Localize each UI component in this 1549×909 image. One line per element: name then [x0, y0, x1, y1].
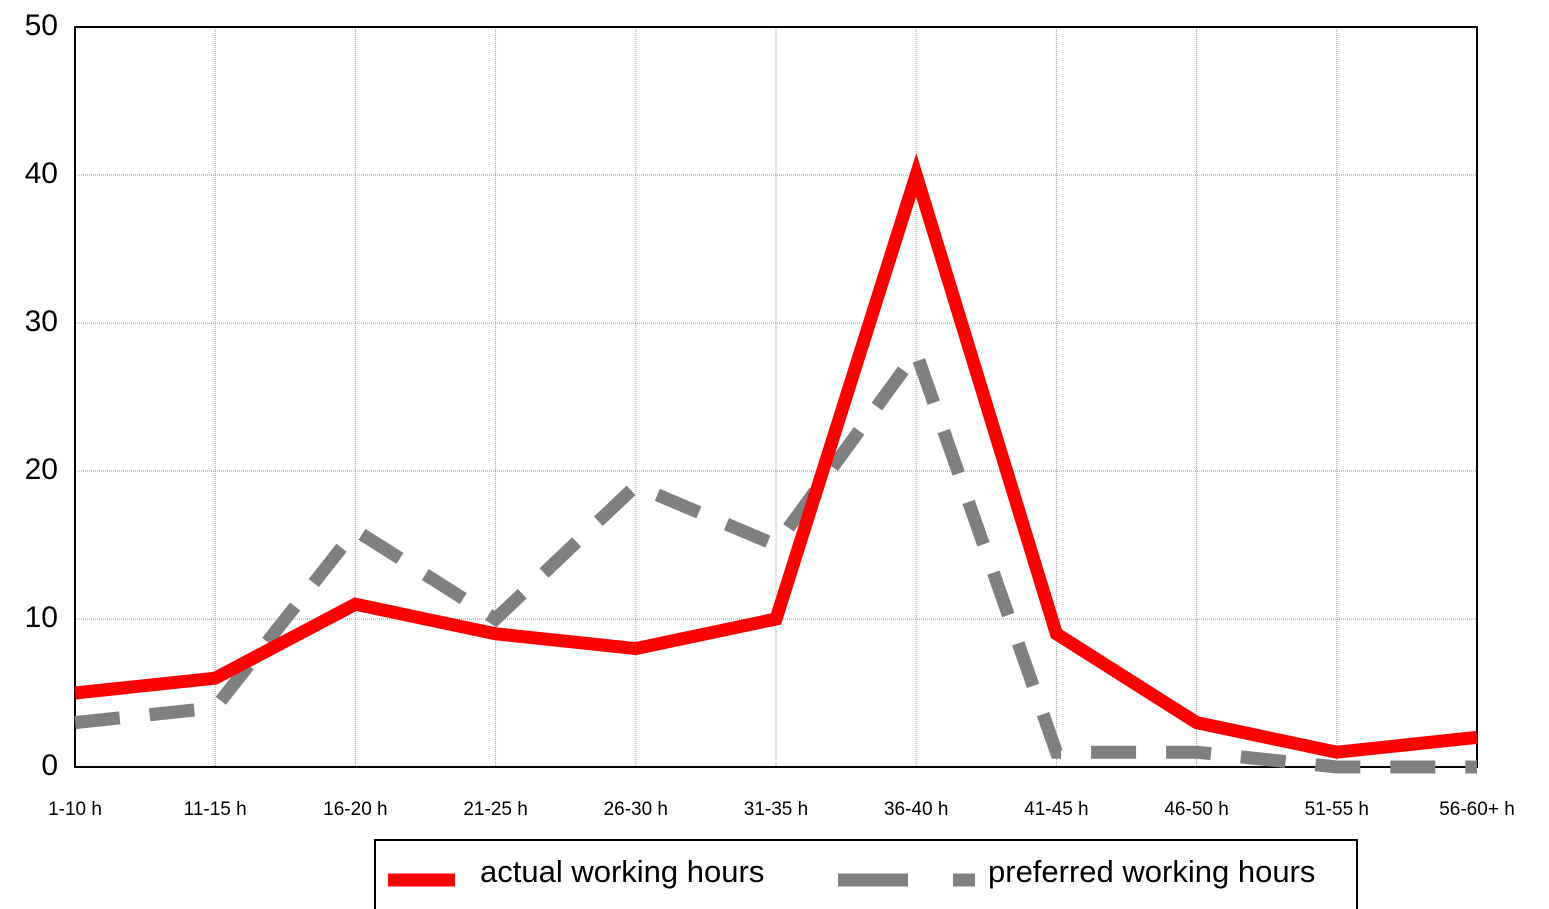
legend-label: actual working hours — [480, 854, 764, 889]
y-tick-label: 50 — [25, 9, 58, 42]
x-tick-label: 26-30 h — [604, 799, 668, 820]
x-tick-label: 56-60+ h — [1439, 799, 1515, 820]
y-tick-label: 40 — [25, 157, 58, 190]
line-series — [74, 338, 1477, 774]
x-tick-label: 36-40 h — [884, 799, 948, 820]
plot-frame — [74, 26, 1478, 768]
line-series — [74, 153, 1478, 759]
x-tick-label: 51-55 h — [1305, 799, 1369, 820]
y-tick-label: 20 — [25, 453, 58, 486]
x-tick-label: 41-45 h — [1024, 799, 1088, 820]
x-tick-label: 31-35 h — [744, 799, 808, 820]
y-tick-label: 0 — [41, 749, 58, 782]
x-tick-label: 46-50 h — [1164, 799, 1228, 820]
x-tick-label: 16-20 h — [323, 799, 387, 820]
y-tick-label: 10 — [25, 601, 58, 634]
y-tick-label: 30 — [25, 305, 58, 338]
x-tick-label: 11-15 h — [184, 799, 247, 820]
x-tick-label: 1-10 h — [48, 799, 102, 820]
legend-label: preferred working hours — [988, 854, 1315, 889]
x-tick-label: 21-25 h — [463, 799, 527, 820]
